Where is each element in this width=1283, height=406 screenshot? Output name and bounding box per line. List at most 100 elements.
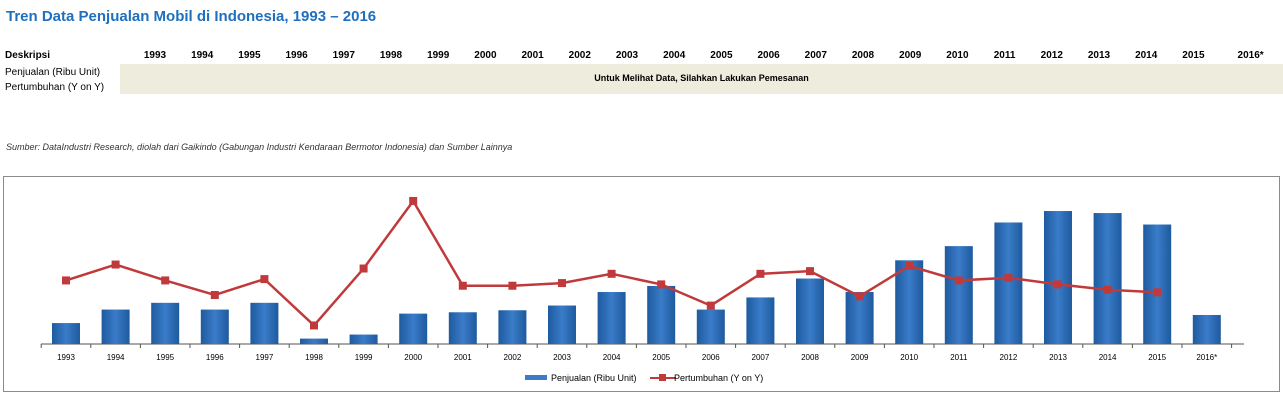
point-pertumbuhan (1004, 273, 1013, 282)
bar-penjualan (597, 292, 626, 344)
year-header: 2009 (899, 50, 922, 61)
x-tick-label: 2006 (702, 353, 720, 362)
bar-penjualan (994, 222, 1023, 344)
point-pertumbuhan (657, 280, 666, 289)
legend-line-label: Pertumbuhan (Y on Y) (674, 373, 763, 383)
bar-penjualan (796, 278, 824, 344)
point-pertumbuhan (1103, 285, 1112, 294)
bar-penjualan (696, 309, 725, 344)
year-header: 2002 (568, 50, 591, 61)
year-header: 2014 (1135, 50, 1158, 61)
bar-penjualan (746, 297, 775, 344)
x-tick-label: 1994 (107, 353, 125, 362)
point-pertumbuhan (558, 279, 566, 288)
year-header: 2006 (757, 50, 780, 61)
point-pertumbuhan (359, 264, 368, 273)
point-pertumbuhan (161, 276, 170, 285)
year-header: 2016* (1237, 50, 1264, 61)
point-pertumbuhan (508, 281, 517, 290)
bar-penjualan (52, 323, 80, 344)
point-pertumbuhan (756, 269, 765, 278)
year-header: 1998 (379, 50, 403, 61)
year-header: 1994 (191, 50, 214, 61)
x-tick-label: 2014 (1099, 353, 1117, 362)
x-tick-label: 1997 (256, 353, 274, 362)
bar-penjualan (151, 302, 180, 344)
legend-line-marker (659, 374, 666, 381)
point-pertumbuhan (210, 291, 219, 299)
x-tick-label: 2003 (553, 353, 571, 362)
year-header: 1997 (332, 50, 355, 61)
point-pertumbuhan (905, 261, 914, 270)
order-notice: Untuk Melihat Data, Silahkan Lakukan Pem… (594, 73, 809, 83)
year-header: 2004 (663, 50, 686, 61)
bar-penjualan (101, 309, 130, 344)
bar-penjualan (448, 312, 477, 344)
year-header: 2011 (993, 50, 1016, 61)
year-header: 1993 (143, 50, 167, 61)
year-header: 1996 (285, 50, 308, 61)
x-tick-label: 2015 (1148, 353, 1166, 362)
year-header: 2010 (946, 50, 969, 61)
point-pertumbuhan (62, 276, 70, 285)
point-pertumbuhan (310, 321, 318, 330)
bar-penjualan (498, 310, 527, 344)
year-header: 2003 (615, 50, 639, 61)
year-header: 2012 (1040, 50, 1063, 61)
year-header: 2013 (1087, 50, 1111, 61)
sales-growth-chart: 1993 1994 1995 1996 1997 1998 1999 2000 2001 2002… (40, 196, 1244, 383)
x-tick-label: 1999 (355, 353, 373, 362)
point-pertumbuhan (260, 275, 269, 284)
description-header: Deskripsi (5, 50, 51, 61)
year-header: 1995 (238, 50, 261, 61)
bar-penjualan (399, 313, 428, 344)
point-pertumbuhan (706, 301, 715, 310)
x-tick-label: 2011 (950, 353, 968, 362)
chart-frame: 1993 1994 1995 1996 1997 1998 1999 2000 2001 2002… (3, 176, 1280, 392)
year-header: 2007 (804, 50, 827, 61)
x-tick-label: 2016* (1196, 353, 1217, 362)
page-title: Tren Data Penjualan Mobil di Indonesia, … (6, 8, 377, 25)
x-tick-label: 2012 (1000, 353, 1018, 362)
point-pertumbuhan (1153, 288, 1162, 297)
x-tick-label: 2008 (801, 353, 819, 362)
legend-bar-label: Penjualan (Ribu Unit) (551, 373, 637, 383)
x-tick-label: 2010 (900, 353, 918, 362)
year-header: 2008 (851, 50, 875, 61)
table-header-row: Deskripsi 1993 1994 1995 1996 1997 1998 1999 20… (0, 50, 1283, 64)
bar-penjualan (1044, 211, 1072, 344)
bar-penjualan (1143, 224, 1172, 344)
x-tick-label: 2009 (851, 353, 869, 362)
bar-penjualan (200, 309, 229, 344)
bar-penjualan (895, 260, 924, 344)
x-tick-label: 2000 (404, 353, 422, 362)
x-tick-label: 2001 (454, 353, 472, 362)
point-pertumbuhan (954, 276, 963, 285)
x-tick-label: 1995 (156, 353, 174, 362)
bar-penjualan (250, 302, 279, 344)
bar-penjualan (647, 285, 676, 344)
bar-penjualan (944, 246, 973, 344)
data-locked-panel: Untuk Melihat Data, Silahkan Lakukan Pem… (120, 64, 1283, 94)
legend-bar-swatch (525, 375, 547, 380)
year-header: 2001 (521, 50, 544, 61)
x-tick-label: 2005 (652, 353, 670, 362)
bar-penjualan (548, 305, 576, 344)
point-pertumbuhan (409, 196, 418, 205)
bar-penjualan (845, 292, 874, 344)
point-pertumbuhan (111, 260, 120, 269)
point-pertumbuhan (855, 292, 864, 301)
point-pertumbuhan (806, 267, 814, 276)
bar-penjualan (349, 334, 378, 344)
point-pertumbuhan (1054, 280, 1062, 289)
row-label-growth: Pertumbuhan (Y on Y) (5, 82, 105, 93)
bar-penjualan (1093, 213, 1122, 344)
year-header: 2005 (710, 50, 733, 61)
bar-penjualan (300, 338, 328, 344)
year-header: 1999 (427, 50, 450, 61)
x-tick-label: 2013 (1049, 353, 1067, 362)
bar-penjualan (1192, 314, 1221, 344)
x-tick-label: 1996 (206, 353, 224, 362)
point-pertumbuhan (607, 269, 616, 278)
x-tick-label: 2004 (603, 353, 621, 362)
